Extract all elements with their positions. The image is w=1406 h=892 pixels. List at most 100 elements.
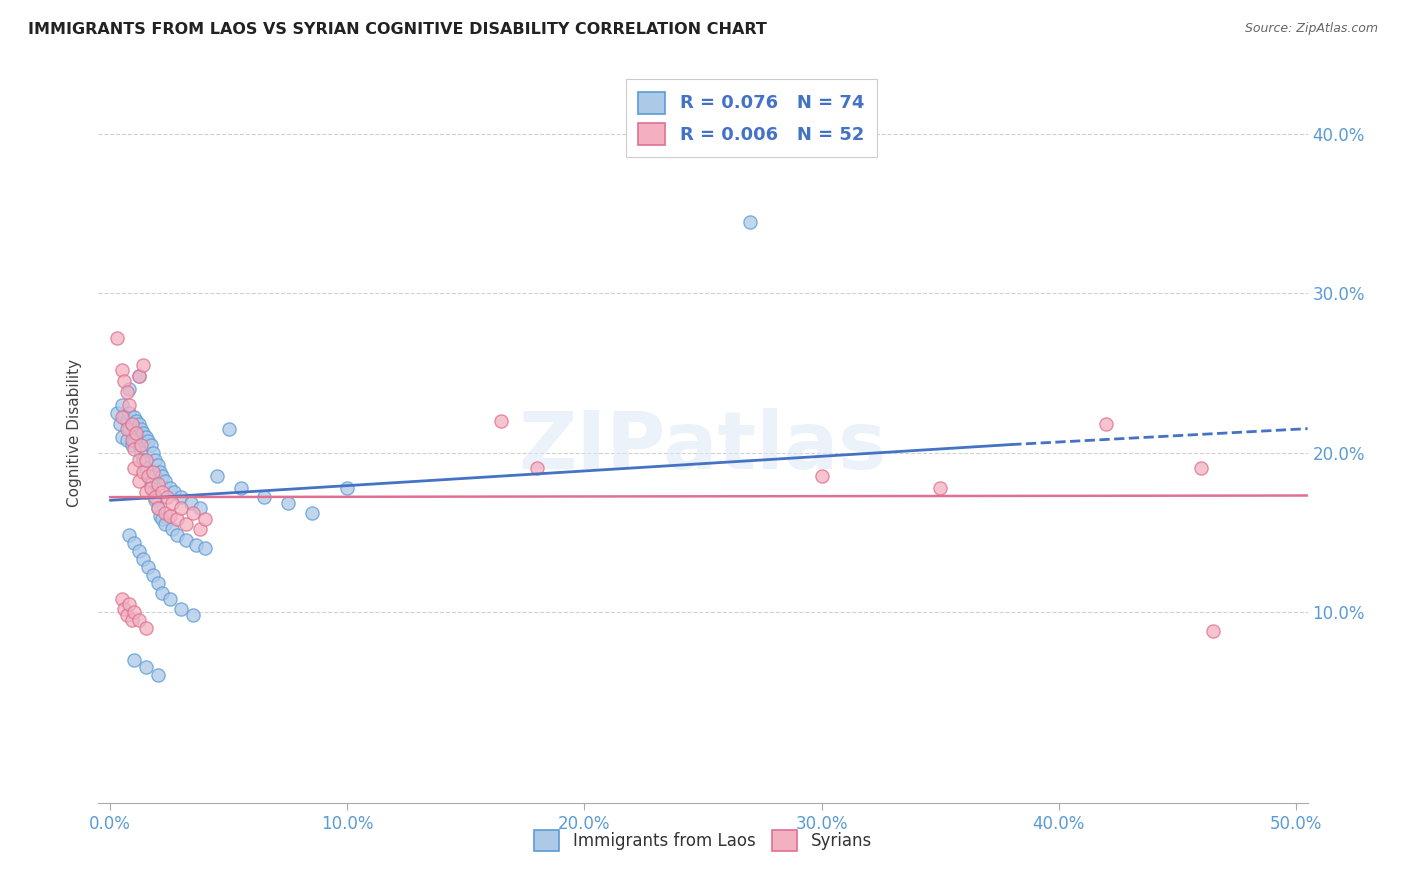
Point	[115, 414, 138, 428]
Point	[121, 433, 143, 447]
Point	[159, 592, 181, 607]
Point	[135, 429, 157, 443]
Point	[128, 369, 150, 384]
Point	[153, 506, 176, 520]
Point	[122, 433, 145, 447]
Point	[135, 485, 157, 500]
Point	[115, 607, 138, 622]
Point	[105, 331, 128, 345]
Point	[1189, 461, 1212, 475]
Point	[132, 358, 155, 372]
Point	[1095, 417, 1118, 431]
Point	[152, 512, 174, 526]
Point	[128, 453, 150, 467]
Point	[184, 538, 207, 552]
Point	[194, 541, 217, 555]
Point	[156, 490, 179, 504]
Point	[122, 605, 145, 619]
Point	[122, 461, 145, 475]
Point	[142, 465, 165, 479]
Point	[118, 398, 141, 412]
Point	[125, 429, 148, 443]
Point	[146, 668, 169, 682]
Point	[128, 417, 150, 431]
Point	[301, 506, 323, 520]
Point	[229, 481, 252, 495]
Point	[143, 453, 166, 467]
Point	[929, 481, 952, 495]
Point	[740, 214, 762, 228]
Point	[149, 509, 172, 524]
Point	[111, 592, 134, 607]
Point	[491, 414, 513, 428]
Point	[181, 607, 204, 622]
Point	[136, 434, 159, 449]
Point	[136, 469, 159, 483]
Point	[526, 461, 548, 475]
Point	[152, 585, 174, 599]
Point	[136, 469, 159, 483]
Point	[132, 453, 155, 467]
Point	[170, 601, 193, 615]
Point	[111, 410, 134, 425]
Point	[159, 481, 181, 495]
Point	[111, 362, 134, 376]
Point	[146, 576, 169, 591]
Point	[122, 422, 145, 436]
Point	[125, 426, 148, 441]
Point	[121, 437, 143, 451]
Point	[128, 437, 150, 451]
Point	[153, 474, 176, 488]
Point	[194, 512, 217, 526]
Point	[125, 414, 148, 428]
Point	[129, 437, 152, 451]
Point	[128, 369, 150, 384]
Point	[152, 485, 174, 500]
Point	[190, 522, 212, 536]
Point	[114, 601, 136, 615]
Point	[163, 485, 186, 500]
Point	[146, 458, 169, 473]
Point	[170, 490, 193, 504]
Point	[108, 417, 131, 431]
Text: ZIPatlas: ZIPatlas	[519, 409, 887, 486]
Point	[105, 406, 128, 420]
Point	[128, 544, 150, 558]
Point	[170, 501, 193, 516]
Point	[135, 621, 157, 635]
Point	[142, 568, 165, 582]
Point	[129, 445, 152, 459]
Point	[118, 406, 141, 420]
Point	[1202, 624, 1225, 638]
Point	[218, 422, 240, 436]
Point	[143, 490, 166, 504]
Point	[205, 469, 228, 483]
Text: IMMIGRANTS FROM LAOS VS SYRIAN COGNITIVE DISABILITY CORRELATION CHART: IMMIGRANTS FROM LAOS VS SYRIAN COGNITIVE…	[28, 22, 768, 37]
Point	[139, 437, 162, 451]
Point	[122, 410, 145, 425]
Point	[114, 410, 136, 425]
Point	[111, 398, 134, 412]
Point	[129, 422, 152, 436]
Point	[159, 509, 181, 524]
Point	[190, 501, 212, 516]
Point	[160, 496, 183, 510]
Point	[114, 374, 136, 388]
Point	[142, 485, 165, 500]
Point	[143, 493, 166, 508]
Point	[121, 417, 143, 431]
Point	[135, 461, 157, 475]
Point	[160, 522, 183, 536]
Point	[128, 613, 150, 627]
Point	[152, 469, 174, 483]
Point	[810, 469, 832, 483]
Point	[122, 442, 145, 457]
Point	[135, 453, 157, 467]
Point	[166, 528, 188, 542]
Point	[336, 481, 359, 495]
Point	[142, 445, 165, 459]
Point	[135, 660, 157, 674]
Point	[174, 517, 197, 532]
Legend: Immigrants from Laos, Syrians: Immigrants from Laos, Syrians	[527, 823, 879, 857]
Point	[111, 429, 134, 443]
